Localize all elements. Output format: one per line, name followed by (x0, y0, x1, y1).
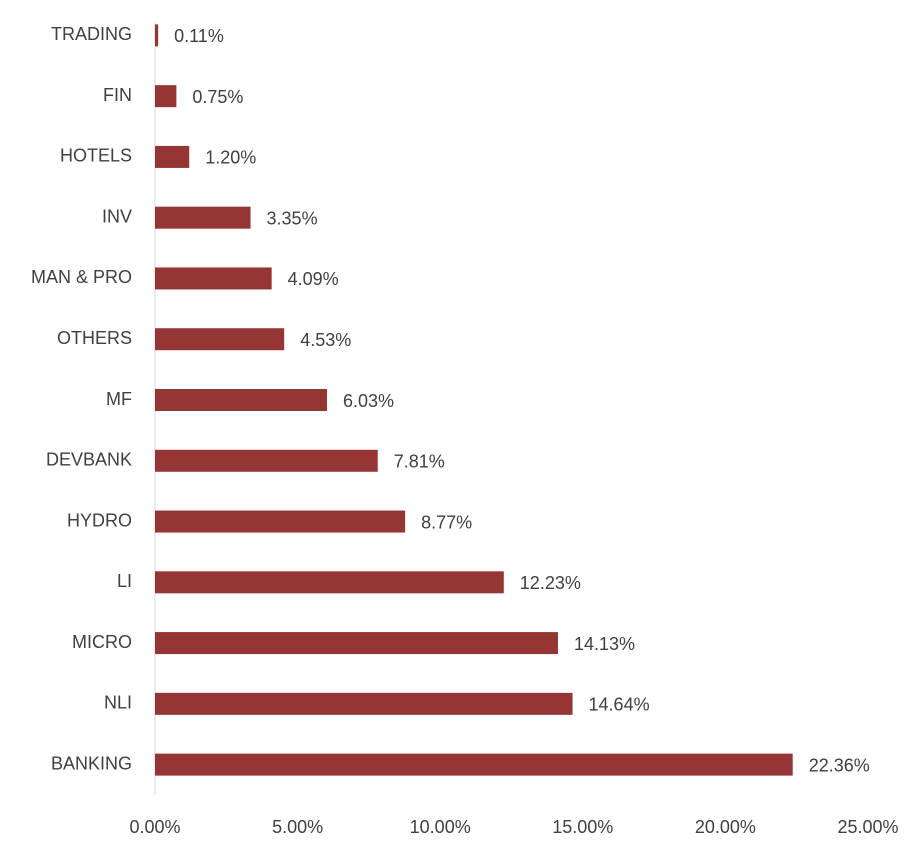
y-tick-label: MICRO (72, 632, 132, 652)
y-tick-label: LI (117, 571, 132, 591)
bar (155, 328, 285, 351)
value-label: 8.77% (421, 512, 472, 532)
x-tick-label: 5.00% (272, 817, 323, 837)
value-label: 6.03% (343, 391, 394, 411)
bar (155, 145, 190, 168)
x-tick-label: 0.00% (129, 817, 180, 837)
value-label: 14.13% (574, 634, 635, 654)
value-label: 4.53% (300, 330, 351, 350)
y-tick-label: HYDRO (67, 510, 132, 530)
x-tick-label: 25.00% (837, 817, 898, 837)
y-tick-label: DEVBANK (46, 450, 132, 470)
bar (155, 753, 793, 776)
value-label: 22.36% (809, 755, 870, 775)
bar (155, 267, 272, 290)
bar (155, 632, 558, 655)
bar (155, 24, 159, 47)
value-label: 4.09% (288, 269, 339, 289)
value-label: 14.64% (589, 695, 650, 715)
y-tick-label: HOTELS (60, 146, 132, 166)
value-label: 12.23% (520, 573, 581, 593)
bar (155, 206, 251, 229)
x-tick-label: 20.00% (695, 817, 756, 837)
y-tick-label: FIN (103, 85, 132, 105)
bar (155, 510, 406, 533)
x-tick-label: 10.00% (410, 817, 471, 837)
y-tick-label: MF (106, 389, 132, 409)
y-tick-label: OTHERS (57, 328, 132, 348)
value-label: 1.20% (205, 148, 256, 168)
value-label: 3.35% (267, 208, 318, 228)
y-tick-label: MAN & PRO (31, 267, 132, 287)
bar (155, 571, 504, 594)
value-label: 7.81% (394, 452, 445, 472)
bar (155, 692, 573, 715)
bar (155, 389, 327, 411)
x-tick-label: 15.00% (552, 817, 613, 837)
y-tick-label: INV (102, 206, 132, 226)
bar (155, 85, 177, 108)
y-tick-label: TRADING (51, 24, 132, 44)
y-tick-label: NLI (104, 693, 132, 713)
value-label: 0.11% (174, 26, 224, 46)
y-tick-label: BANKING (51, 753, 132, 773)
value-label: 0.75% (192, 87, 243, 107)
bar (155, 449, 378, 472)
